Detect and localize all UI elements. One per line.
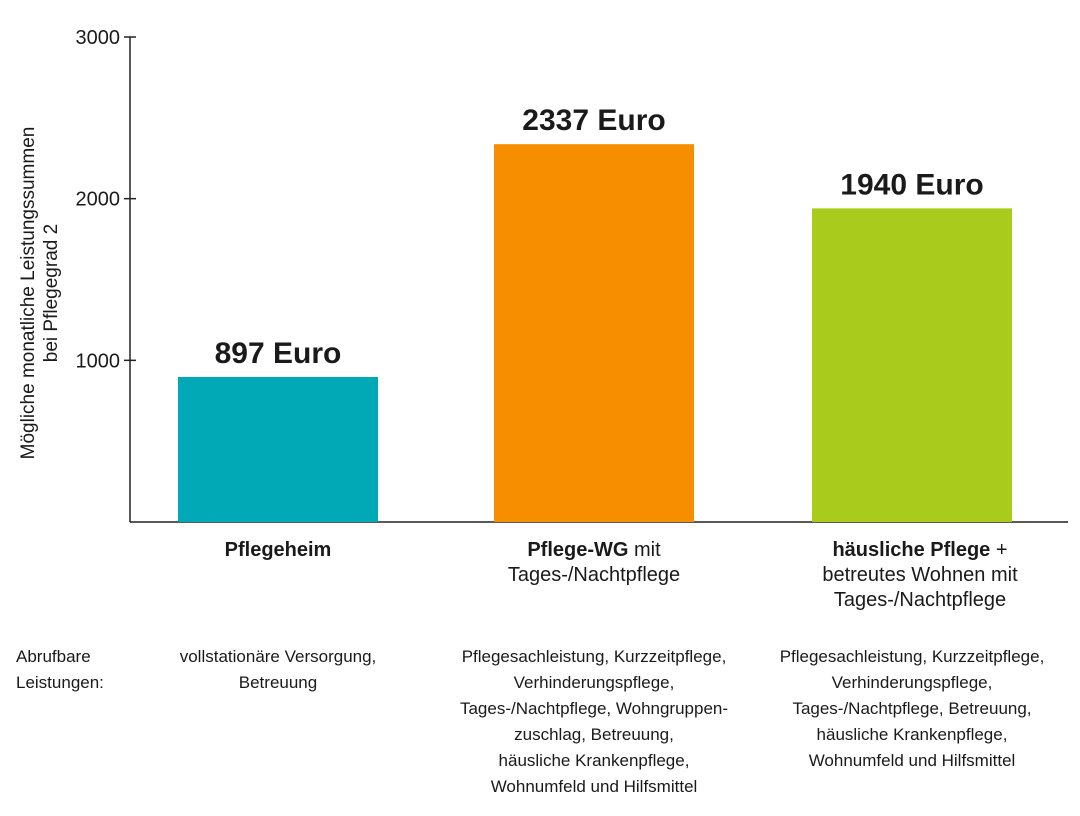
leistungen-pflege-wg: Pflegesachleistung, Kurzzeitpflege, Verh… — [434, 644, 754, 800]
leistung-line: Pflegesachleistung, Kurzzeitpflege, — [461, 647, 727, 666]
category-label-bold: Pflegeheim — [224, 539, 332, 561]
y-tick-label: 1000 — [76, 350, 121, 372]
leistung-line: Tages-/Nachtpflege, Betreuung, — [792, 699, 1032, 718]
value-labels: 897 Euro 2337 Euro 1940 Euro — [215, 104, 984, 370]
leistungen-label-line-2: Leistungen: — [16, 673, 104, 692]
y-tick-label: 3000 — [76, 27, 121, 49]
y-axis-label-line-2: bei Pflegegrad 2 — [41, 223, 62, 363]
bar-value-label: 1940 Euro — [840, 168, 983, 201]
category-label-line-2: betreutes Wohnen mit — [822, 564, 1018, 586]
category-label-haeusliche-pflege: häusliche Pflege + betreutes Wohnen mit … — [770, 538, 1070, 613]
leistung-line: Betreuung — [238, 673, 318, 692]
leistung-line: häusliche Krankenpflege, — [498, 751, 690, 770]
bar — [812, 208, 1012, 522]
category-label-bold: Pflege-WG — [527, 539, 629, 561]
category-label-line-2: Tages-/Nachtpflege — [507, 564, 681, 586]
category-label-rest: + — [990, 539, 1008, 561]
leistung-line: Wohnumfeld und Hilfsmittel — [490, 777, 698, 796]
bars — [178, 144, 1012, 522]
bar-value-label: 2337 Euro — [522, 104, 665, 137]
leistung-line: Verhinderungspflege, — [831, 673, 993, 692]
leistung-line: zuschlag, Betreuung, — [514, 725, 674, 744]
leistung-line: vollstationäre Versorgung, — [179, 647, 377, 666]
leistungen-label-line-1: Abrufbare — [16, 647, 91, 666]
leistung-line: Verhinderungspflege, — [513, 673, 675, 692]
bar — [178, 376, 378, 522]
leistungen-haeusliche-pflege: Pflegesachleistung, Kurzzeitpflege, Verh… — [752, 644, 1072, 774]
y-axis-label: Mögliche monatliche Leistungssummen bei … — [17, 73, 63, 513]
bar — [494, 144, 694, 522]
leistung-line: häusliche Krankenpflege, — [816, 725, 1008, 744]
bar-chart: 1000 2000 3000 897 Euro 2337 Euro 1940 Euro — [76, 27, 1068, 523]
category-label-pflege-wg: Pflege-WG mit Tages-/Nachtpflege — [464, 538, 724, 588]
leistung-line: Tages-/Nachtpflege, Wohngruppen- — [459, 699, 729, 718]
category-label-line-3: Tages-/Nachtpflege — [833, 589, 1007, 611]
leistungen-label: Abrufbare Leistungen: — [16, 644, 104, 696]
leistungen-pflegeheim: vollstationäre Versorgung, Betreuung — [148, 644, 408, 696]
y-tick-label: 2000 — [76, 189, 121, 211]
category-label-bold: häusliche Pflege — [832, 539, 991, 561]
y-axis-label-line-1: Mögliche monatliche Leistungssummen — [18, 126, 39, 460]
leistung-line: Pflegesachleistung, Kurzzeitpflege, — [779, 647, 1045, 666]
category-label-rest: mit — [628, 539, 661, 561]
leistung-line: Wohnumfeld und Hilfsmittel — [808, 751, 1016, 770]
category-label-pflegeheim: Pflegeheim — [158, 538, 398, 563]
bar-value-label: 897 Euro — [215, 337, 342, 370]
